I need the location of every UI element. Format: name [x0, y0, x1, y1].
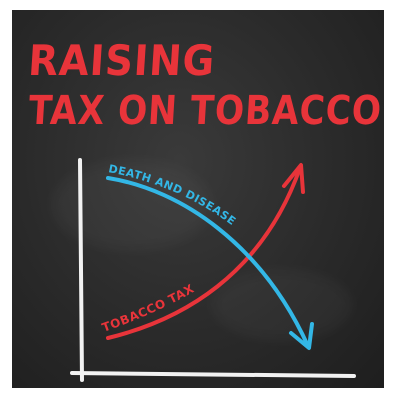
chalk-chart: DEATH AND DISEASE TOBACCO TAX	[70, 158, 356, 382]
svg-text:DEATH AND DISEASE: DEATH AND DISEASE	[107, 162, 238, 228]
chalkboard: RAISING TAX ON TOBACCO DEATH AND DISEASE…	[12, 10, 384, 388]
increasing-curve	[106, 166, 302, 340]
y-axis	[78, 158, 84, 382]
decreasing-curve	[106, 176, 310, 348]
decreasing-curve-arrowhead	[289, 322, 314, 350]
decreasing-curve-label: DEATH AND DISEASE	[107, 162, 238, 228]
increasing-curve-arrowhead	[282, 163, 305, 194]
x-axis	[70, 371, 356, 378]
